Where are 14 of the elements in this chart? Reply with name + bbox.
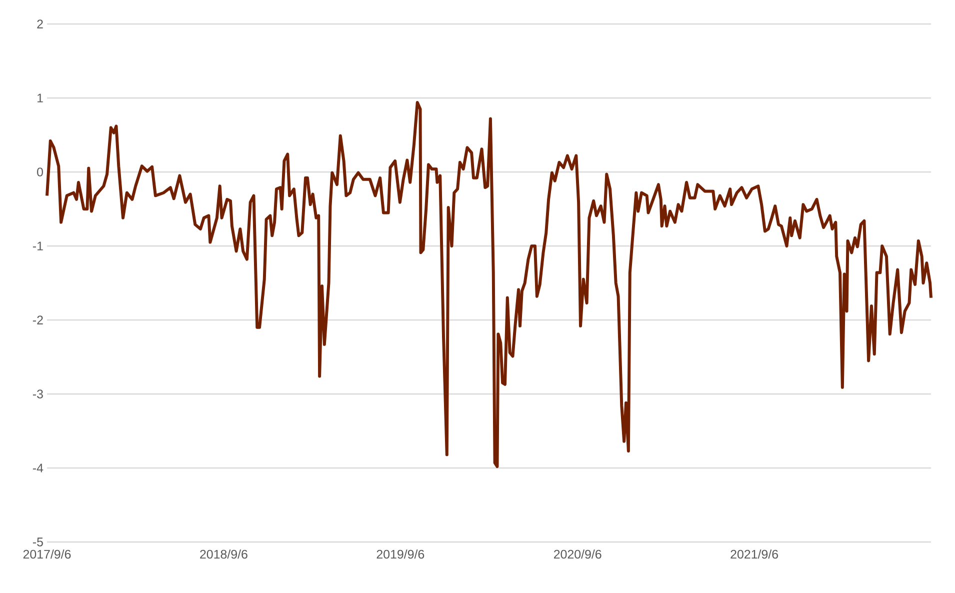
x-tick-label: 2018/9/6 — [200, 550, 248, 559]
y-tick-label: 1 — [38, 94, 43, 102]
y-tick-label: 0 — [37, 168, 43, 176]
y-tick-label: -2 — [32, 316, 43, 324]
y-tick-label: -3 — [32, 390, 43, 398]
y-tick-label: -1 — [32, 242, 43, 250]
x-tick-label: 2019/9/6 — [376, 550, 424, 559]
x-tick-label: 2021/9/6 — [730, 550, 778, 559]
x-tick-label: 2017/9/6 — [23, 550, 71, 559]
x-tick-label: 2020/9/6 — [554, 550, 602, 559]
y-tick-label: 2 — [37, 20, 43, 28]
y-tick-label: -5 — [32, 538, 43, 546]
line-series — [46, 100, 933, 468]
y-tick-label: -4 — [32, 464, 44, 472]
